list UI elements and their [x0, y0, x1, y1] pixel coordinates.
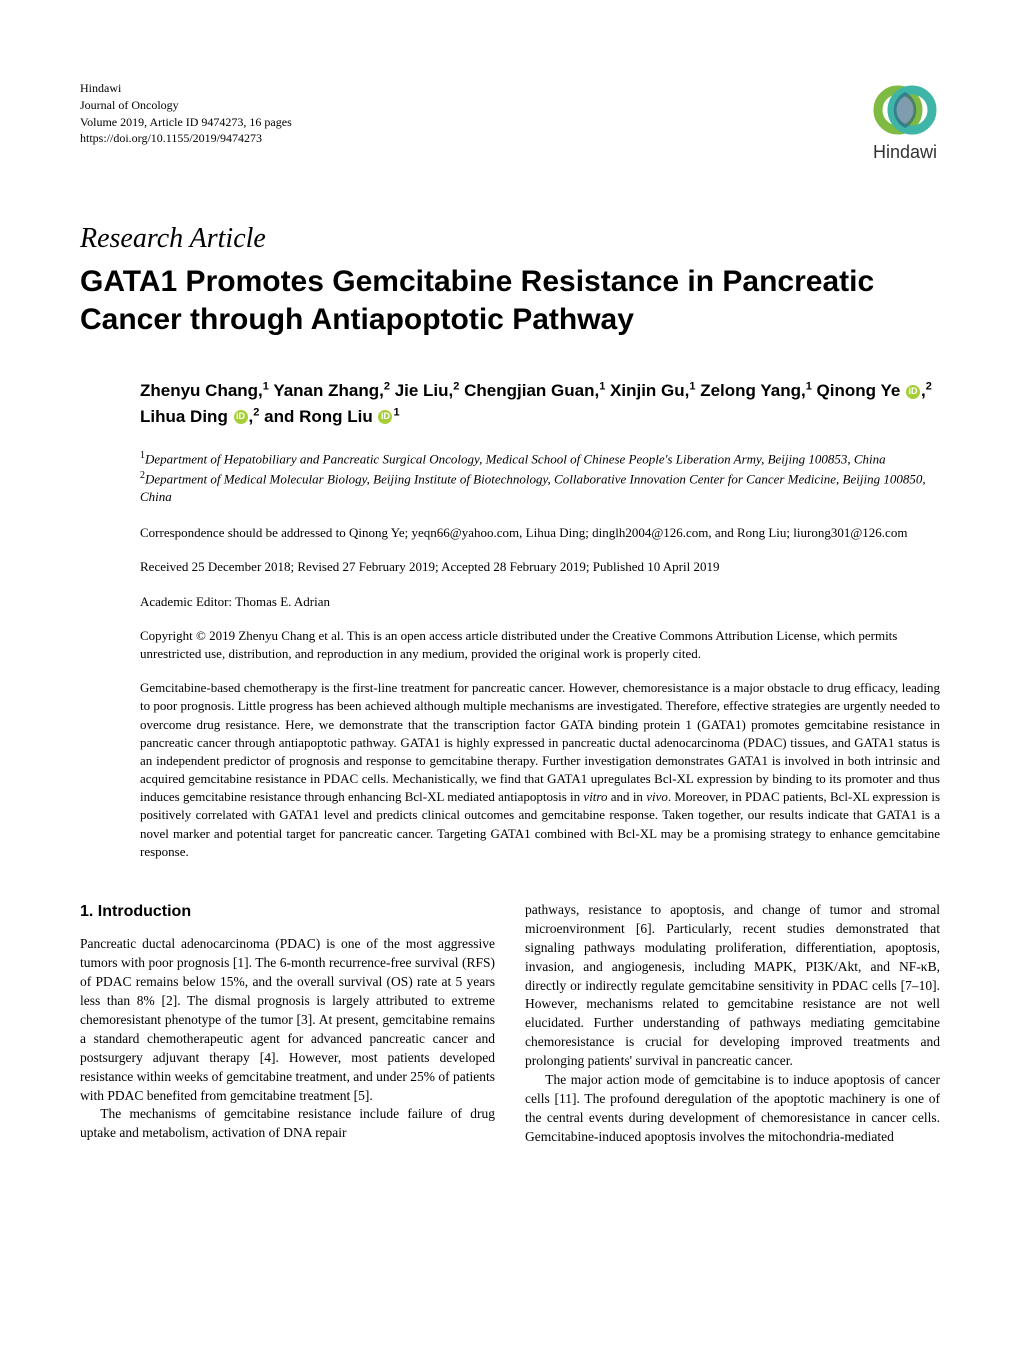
author-list: Zhenyu Chang,1 Yanan Zhang,2 Jie Liu,2 C… — [140, 378, 940, 429]
article-title: GATA1 Promotes Gemcitabine Resistance in… — [80, 263, 940, 338]
publisher-name: Hindawi — [80, 80, 292, 97]
doi-link[interactable]: https://doi.org/10.1155/2019/9474273 — [80, 131, 262, 145]
journal-name: Journal of Oncology — [80, 97, 292, 114]
logo-text: Hindawi — [873, 142, 937, 163]
body-paragraph: Pancreatic ductal adenocarcinoma (PDAC) … — [80, 935, 495, 1105]
column-left: 1. Introduction Pancreatic ductal adenoc… — [80, 901, 495, 1147]
body-paragraph: pathways, resistance to apoptosis, and c… — [525, 901, 940, 1071]
volume-line: Volume 2019, Article ID 9474273, 16 page… — [80, 114, 292, 131]
body-paragraph: The major action mode of gemcitabine is … — [525, 1071, 940, 1147]
hindawi-logo-icon — [870, 80, 940, 140]
affiliation-2: 2Department of Medical Molecular Biology… — [140, 469, 940, 507]
article-type: Research Article — [80, 223, 940, 255]
journal-info: Hindawi Journal of Oncology Volume 2019,… — [80, 80, 292, 147]
section-heading-intro: 1. Introduction — [80, 901, 495, 923]
publisher-logo: Hindawi — [870, 80, 940, 163]
abstract: Gemcitabine-based chemotherapy is the fi… — [140, 679, 940, 861]
column-right: pathways, resistance to apoptosis, and c… — [525, 901, 940, 1147]
page-header: Hindawi Journal of Oncology Volume 2019,… — [80, 80, 940, 163]
affiliation-1: 1Department of Hepatobiliary and Pancrea… — [140, 449, 940, 469]
body-columns: 1. Introduction Pancreatic ductal adenoc… — [80, 901, 940, 1147]
copyright-notice: Copyright © 2019 Zhenyu Chang et al. Thi… — [140, 627, 940, 663]
correspondence: Correspondence should be addressed to Qi… — [140, 524, 940, 542]
affiliations: 1Department of Hepatobiliary and Pancrea… — [140, 449, 940, 506]
academic-editor: Academic Editor: Thomas E. Adrian — [140, 593, 940, 611]
body-paragraph: The mechanisms of gemcitabine resistance… — [80, 1105, 495, 1143]
article-dates: Received 25 December 2018; Revised 27 Fe… — [140, 558, 940, 576]
